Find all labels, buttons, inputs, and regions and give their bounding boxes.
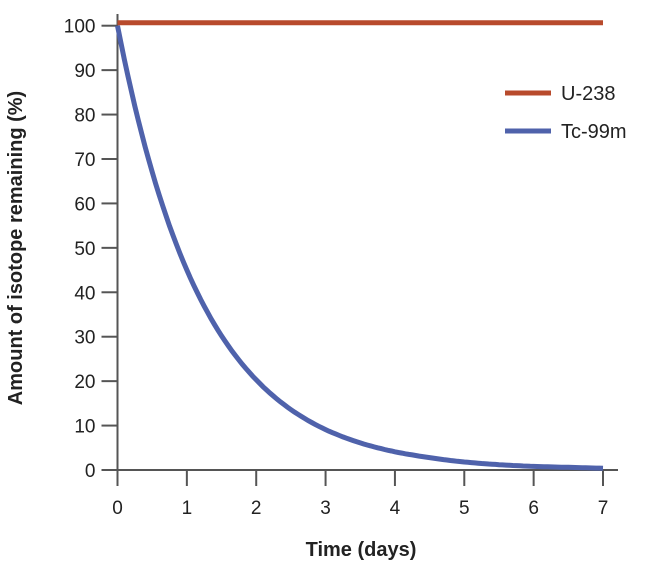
- y-tick-label: 60: [74, 194, 95, 215]
- x-axis-label: Time (days): [306, 539, 417, 561]
- y-tick-label: 70: [74, 150, 95, 171]
- y-tick-label: 100: [64, 17, 96, 38]
- x-tick-label: 7: [598, 498, 609, 519]
- x-tick-label: 3: [320, 498, 331, 519]
- series-line-tc-99m: [115, 25, 604, 471]
- x-tick-label: 4: [390, 498, 401, 519]
- legend-label: Tc-99m: [561, 121, 627, 143]
- x-tick-label: 5: [459, 498, 470, 519]
- y-tick-label: 50: [74, 239, 95, 260]
- x-tick-label: 2: [251, 498, 262, 519]
- y-tick-label: 10: [74, 417, 95, 438]
- x-tick-label: 1: [182, 498, 193, 519]
- legend-label: U-238: [561, 83, 615, 105]
- y-tick-label: 0: [85, 461, 96, 482]
- y-axis-label: Amount of isotope remaining (%): [5, 91, 27, 405]
- y-tick-label: 90: [74, 61, 95, 82]
- x-tick-label: 0: [112, 498, 123, 519]
- x-tick-label: 6: [528, 498, 539, 519]
- series-group: [115, 20, 604, 471]
- legend: U-238 Tc-99m: [505, 83, 627, 143]
- y-tick-label: 40: [74, 283, 95, 304]
- y-tick-label: 30: [74, 328, 95, 349]
- y-tick-label: 80: [74, 106, 95, 127]
- y-tick-label: 20: [74, 372, 95, 393]
